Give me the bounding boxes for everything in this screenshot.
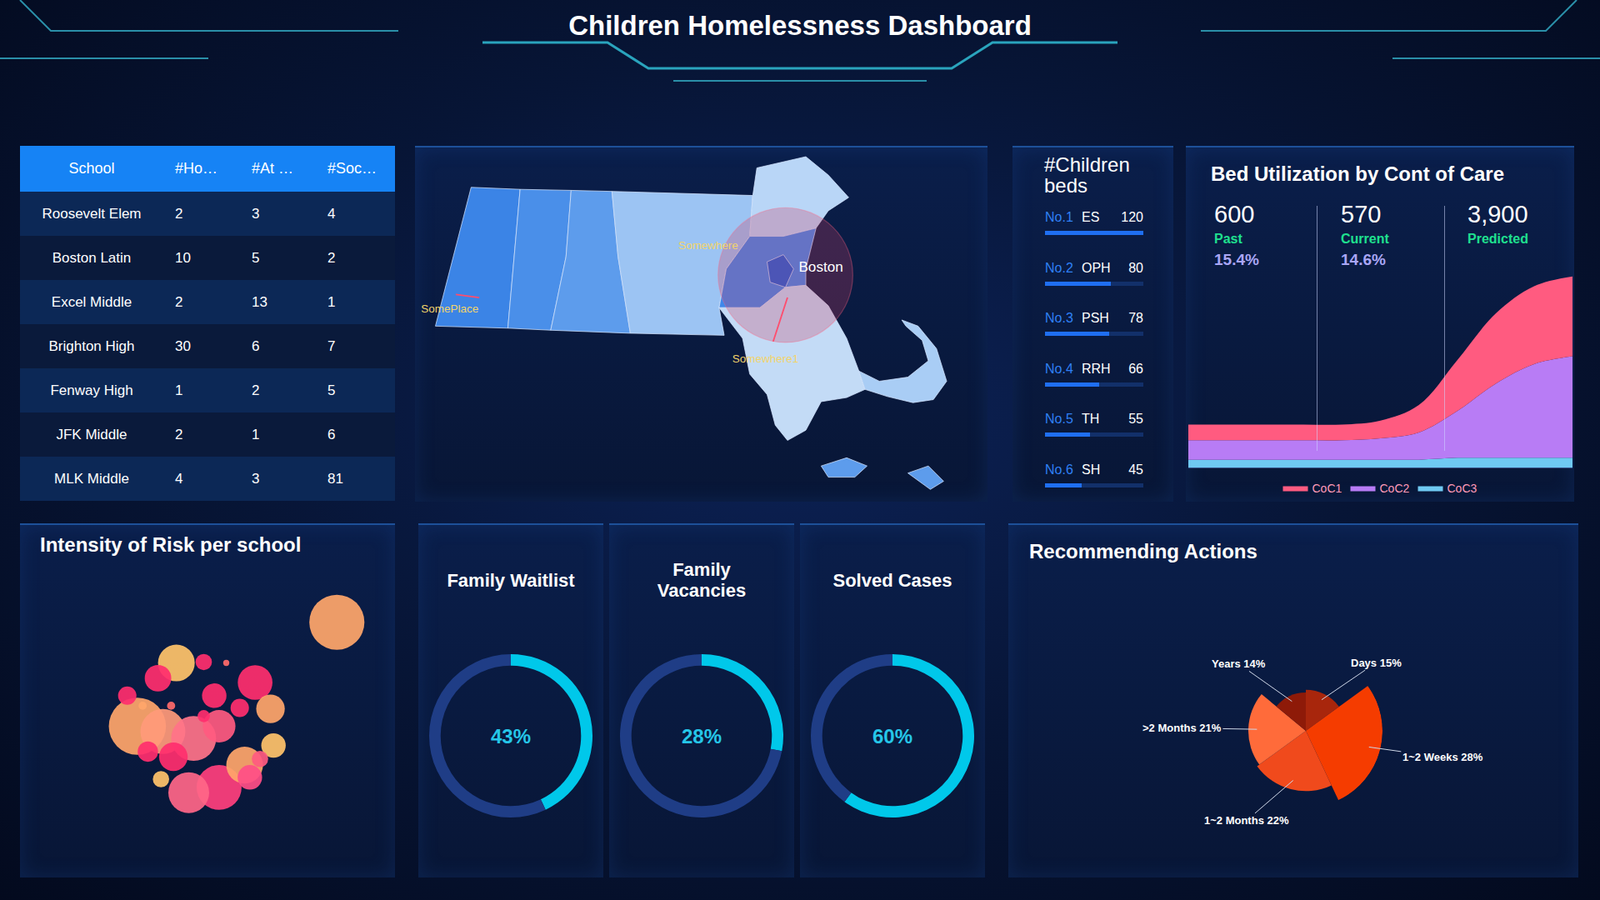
html-text:No.3: No.3 [1045, 311, 1074, 326]
svg-text:43%: 43% [490, 725, 531, 748]
html-text:66: 66 [1128, 361, 1144, 376]
html-text:Family Vacancies: Family Vacancies [657, 559, 746, 601]
html-text:570: 570 [1340, 200, 1382, 228]
html-text:PSH: PSH [1081, 311, 1110, 326]
html-text:#Ho…: #Ho… [175, 160, 218, 177]
html-text:Roosevelt Elem: Roosevelt Elem [42, 205, 142, 222]
html-text:No.5: No.5 [1045, 412, 1074, 427]
html-text:30: 30 [175, 337, 191, 354]
html-text:Family Waitlist: Family Waitlist [447, 569, 575, 591]
html-text:Brighton High: Brighton High [48, 337, 135, 354]
html-text:4: 4 [175, 470, 183, 487]
html-text:81: 81 [327, 470, 344, 487]
html-text:No.1: No.1 [1045, 210, 1074, 225]
html-text:Predicted: Predicted [1467, 231, 1529, 246]
html-text:#At …: #At … [251, 160, 294, 177]
html-text:Bed Utilization by Cont of Car: Bed Utilization by Cont of Care [1210, 162, 1505, 185]
html-text:3: 3 [251, 470, 260, 487]
svg-text:Boston: Boston [798, 258, 843, 275]
html-text:2: 2 [327, 249, 336, 266]
html-text:600: 600 [1214, 200, 1255, 228]
html-text:#Children beds: #Children beds [1044, 153, 1130, 197]
svg-text:CoC1: CoC1 [1312, 481, 1343, 495]
html-text:TH: TH [1081, 412, 1100, 427]
html-text:#Soc…: #Soc… [327, 160, 377, 177]
html-text:School: School [68, 160, 115, 177]
html-text:55: 55 [1128, 412, 1144, 427]
html-text:ES: ES [1081, 210, 1100, 225]
html-text:Intensity of Risk per school: Intensity of Risk per school [40, 533, 302, 556]
html-text:6: 6 [327, 426, 336, 443]
html-text:5: 5 [327, 382, 336, 398]
html-text:1: 1 [251, 426, 260, 443]
html-text:45: 45 [1128, 462, 1144, 477]
html-text:13: 13 [251, 293, 268, 310]
svg-text:1~2 Months 22%: 1~2 Months 22% [1204, 814, 1290, 827]
html-text:5: 5 [251, 249, 260, 266]
html-text:SH: SH [1081, 462, 1101, 477]
svg-text:>2 Months 21%: >2 Months 21% [1142, 721, 1222, 735]
svg-text:Days 15%: Days 15% [1350, 656, 1402, 670]
svg-text:CoC2: CoC2 [1380, 481, 1410, 495]
html-text:2: 2 [251, 382, 260, 398]
html-text:Past: Past [1214, 231, 1243, 246]
html-text:No.4: No.4 [1045, 361, 1074, 376]
html-text:6: 6 [251, 337, 260, 354]
html-text:2: 2 [175, 293, 183, 310]
html-text:7: 7 [327, 337, 336, 354]
svg-text:CoC3: CoC3 [1447, 481, 1478, 495]
html-text:3: 3 [251, 205, 260, 222]
html-text:3,900: 3,900 [1467, 200, 1528, 228]
svg-text:Years 14%: Years 14% [1211, 657, 1266, 670]
svg-text:SomePlace: SomePlace [420, 302, 479, 315]
svg-text:1~2 Weeks 28%: 1~2 Weeks 28% [1402, 750, 1484, 764]
html-text:Children Homelessness Dashboar: Children Homelessness Dashboard [568, 10, 1032, 41]
html-text:Excel Middle: Excel Middle [51, 293, 132, 310]
html-text:Current: Current [1340, 231, 1389, 246]
html-text:Recommending Actions: Recommending Actions [1029, 540, 1258, 563]
html-text:78: 78 [1128, 311, 1144, 326]
html-text:1: 1 [175, 382, 183, 398]
html-text:10: 10 [175, 249, 191, 266]
html-text:MLK Middle: MLK Middle [54, 470, 130, 487]
html-text:Solved Cases: Solved Cases [832, 569, 953, 591]
svg-text:60%: 60% [872, 725, 913, 748]
html-text:2: 2 [175, 205, 183, 222]
html-text:RRH: RRH [1081, 361, 1111, 376]
html-text:4: 4 [327, 205, 336, 222]
html-text:14.6%: 14.6% [1340, 250, 1386, 269]
html-text:OPH: OPH [1081, 260, 1111, 275]
svg-text:Somewhere1: Somewhere1 [732, 352, 799, 365]
svg-text:Somewhere: Somewhere [678, 239, 739, 252]
html-text:No.2: No.2 [1045, 260, 1074, 275]
svg-text:28%: 28% [681, 725, 722, 748]
html-text:No.6: No.6 [1045, 462, 1074, 477]
html-text:2: 2 [175, 426, 183, 443]
html-text:JFK Middle: JFK Middle [56, 426, 128, 443]
html-text:1: 1 [327, 293, 336, 310]
html-text:120: 120 [1121, 210, 1144, 225]
html-text:Boston Latin: Boston Latin [52, 249, 132, 266]
html-text:Fenway High: Fenway High [50, 382, 133, 398]
html-text:80: 80 [1128, 260, 1144, 275]
html-text:15.4%: 15.4% [1214, 250, 1260, 269]
